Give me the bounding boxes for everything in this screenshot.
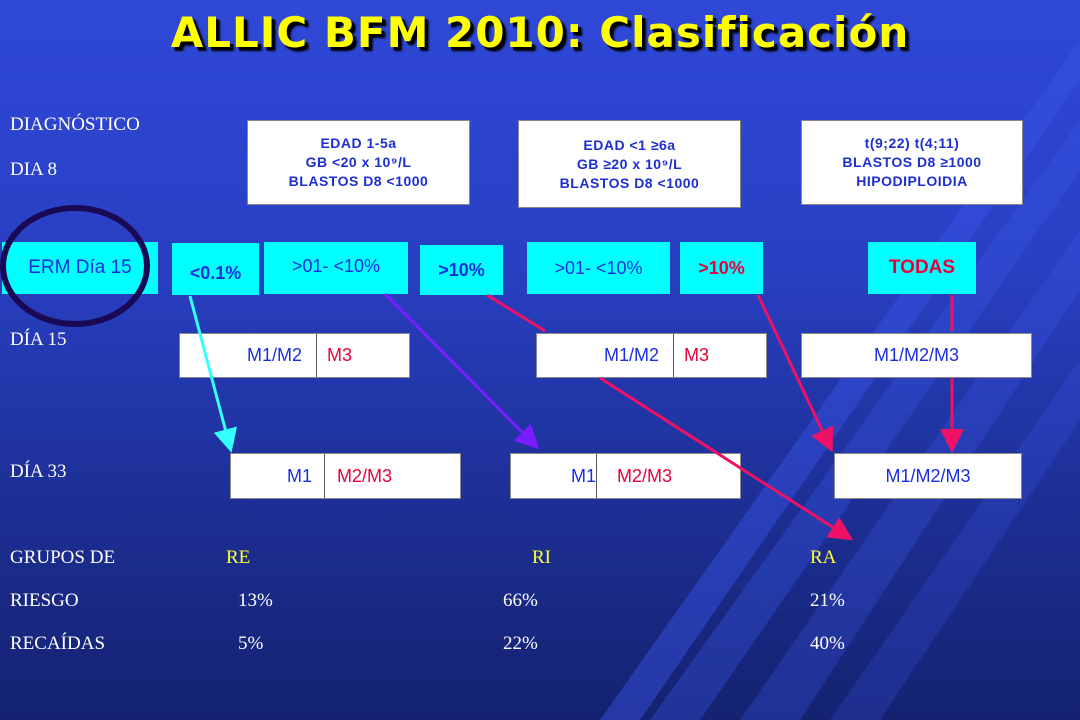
dia15-box-ra: M1/M2/M3 xyxy=(801,333,1032,378)
dia15-box-ri: M1/M2 M3 xyxy=(536,333,767,378)
criteria-ri-line3: BLASTOS D8 <1000 xyxy=(559,174,700,191)
dia33-box-ra: M1/M2/M3 xyxy=(834,453,1022,499)
erm-gt10-a: >10% xyxy=(420,245,503,295)
dia33-ri-a: M1 xyxy=(570,465,596,486)
label-recaidas: RECAÍDAS xyxy=(10,633,106,654)
group-ri-name: RI xyxy=(532,547,551,568)
criteria-ra-line1: t(9;22) t(4;11) xyxy=(864,135,960,151)
dia15-ra-a: M1/M2/M3 xyxy=(873,345,960,365)
dia15-re-a: M1/M2 xyxy=(246,345,302,365)
dia33-box-ri: M1 M2/M3 xyxy=(510,453,741,499)
dia33-ri-b: M2/M3 xyxy=(617,465,673,486)
riesgo-ra: 21% xyxy=(810,590,845,611)
highlight-circle xyxy=(0,205,150,327)
group-re-name: RE xyxy=(226,547,251,568)
criteria-box-re: EDAD 1-5a GB <20 x 10⁹/L BLASTOS D8 <100… xyxy=(247,120,470,205)
criteria-ri-line1: EDAD <1 ≥6a xyxy=(583,136,676,153)
label-diagnostico: DIAGNÓSTICO xyxy=(10,114,140,135)
group-ra-name: RA xyxy=(810,547,837,568)
criteria-ra-line3: HIPODIPLOIDIA xyxy=(856,173,968,189)
criteria-box-ri: EDAD <1 ≥6a GB ≥20 x 10⁹/L BLASTOS D8 <1… xyxy=(518,120,741,208)
criteria-re-line2: GB <20 x 10⁹/L xyxy=(305,154,412,170)
arrow-lt01-to-re xyxy=(188,295,237,453)
label-dia15: DÍA 15 xyxy=(10,329,67,350)
dia33-ra-a: M1/M2/M3 xyxy=(885,465,971,486)
recaidas-ra: 40% xyxy=(810,633,845,654)
erm-lt01: <0.1% xyxy=(172,243,259,295)
erm-range1: >01- <10% xyxy=(264,242,408,294)
dia33-re-a: M1 xyxy=(286,465,312,486)
label-dia33: DÍA 33 xyxy=(10,461,67,482)
erm-todas: TODAS xyxy=(868,242,976,294)
label-riesgo: RIESGO xyxy=(10,590,79,611)
riesgo-ri: 66% xyxy=(503,590,538,611)
arrow-range1-to-ri xyxy=(383,292,540,450)
dia15-re-b: M3 xyxy=(327,345,353,365)
criteria-re-line1: EDAD 1-5a xyxy=(320,135,397,151)
riesgo-re: 13% xyxy=(238,590,273,611)
criteria-re-line3: BLASTOS D8 <1000 xyxy=(288,173,429,189)
dia15-box-re: M1/M2 M3 xyxy=(179,333,410,378)
criteria-ra-line2: BLASTOS D8 ≥1000 xyxy=(842,154,982,170)
criteria-ri-line2: GB ≥20 x 10⁹/L xyxy=(576,155,683,172)
dia15-ri-b: M3 xyxy=(684,345,710,365)
arrow-gt10b-to-ra xyxy=(756,294,834,453)
label-grupos: GRUPOS DE xyxy=(10,547,116,568)
erm-range2: >01- <10% xyxy=(527,242,670,294)
recaidas-ri: 22% xyxy=(503,633,538,654)
criteria-box-ra: t(9;22) t(4;11) BLASTOS D8 ≥1000 HIPODIP… xyxy=(801,120,1023,205)
label-dia8: DIA 8 xyxy=(10,159,57,180)
dia15-ri-a: M1/M2 xyxy=(603,345,659,365)
dia33-re-b: M2/M3 xyxy=(337,465,393,486)
dia33-box-re: M1 M2/M3 xyxy=(230,453,461,499)
erm-gt10-b: >10% xyxy=(680,242,763,294)
arrow-gt10a-to-ri-dia15 xyxy=(486,293,546,333)
recaidas-re: 5% xyxy=(238,633,264,654)
slide-title: ALLIC BFM 2010: Clasificación xyxy=(170,8,910,57)
arrow-ri-m3-to-ra xyxy=(599,376,854,541)
